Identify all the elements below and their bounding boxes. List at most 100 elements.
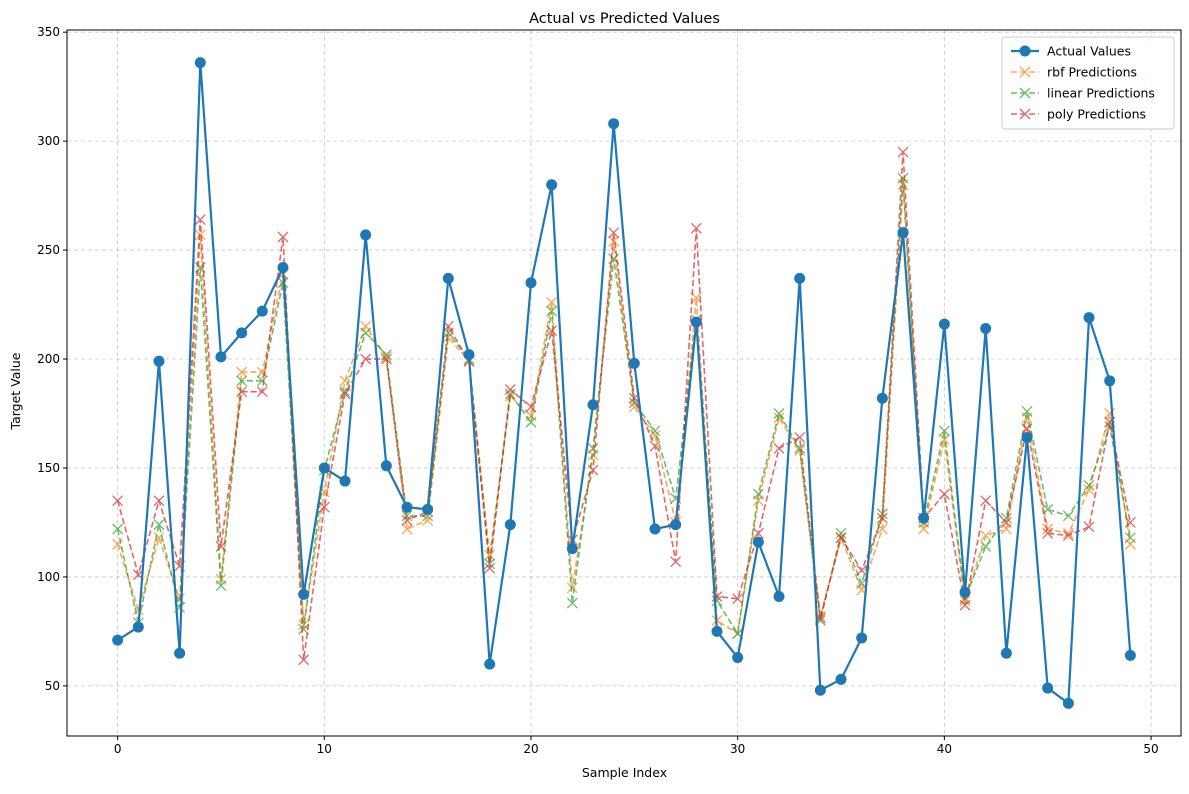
data-point [897, 227, 909, 239]
data-point [959, 586, 971, 598]
data-point [174, 647, 186, 659]
data-point [1104, 375, 1116, 387]
data-point [1000, 512, 1012, 524]
legend-label: poly Predictions [1047, 107, 1146, 122]
data-point [980, 323, 992, 335]
data-point [401, 501, 413, 513]
data-point [194, 214, 206, 226]
data-point [1021, 423, 1033, 435]
data-point [1124, 532, 1136, 544]
data-point [1083, 484, 1095, 496]
data-point [236, 366, 248, 378]
data-point [773, 408, 785, 419]
legend-swatch [1011, 87, 1039, 99]
legend-marker [1019, 66, 1031, 78]
data-point [752, 536, 764, 548]
data-point [1083, 312, 1095, 324]
data-point [112, 523, 124, 535]
data-point [1083, 479, 1095, 491]
legend-marker [1019, 45, 1031, 57]
data-point [484, 549, 496, 561]
data-point [835, 527, 847, 539]
data-point [153, 519, 165, 531]
data-point [690, 222, 702, 234]
y-tick-label: 100 [37, 570, 60, 584]
legend-swatch [1011, 108, 1039, 120]
data-point [277, 262, 289, 274]
data-point [256, 375, 268, 387]
data-point [525, 401, 537, 413]
data-point [339, 475, 351, 487]
data-point [1000, 516, 1012, 528]
data-point [835, 673, 847, 685]
data-point [112, 495, 124, 507]
legend-label: Actual Values [1047, 44, 1131, 59]
x-axis-label: Sample Index [582, 765, 667, 780]
data-point [339, 388, 351, 400]
legend: Actual Values rbf Predictions linear Predi… [1001, 36, 1175, 130]
data-point [814, 684, 826, 696]
data-point [256, 386, 268, 398]
legend-swatch [1011, 66, 1039, 78]
data-point [670, 519, 682, 531]
data-point [1062, 510, 1074, 522]
data-point [959, 599, 971, 611]
data-point [546, 179, 558, 191]
legend-marker [1019, 108, 1031, 120]
data-point [360, 327, 372, 339]
data-point [194, 229, 206, 241]
data-point [1062, 530, 1074, 541]
data-point [897, 146, 909, 158]
data-point [794, 272, 806, 284]
data-point [1021, 431, 1033, 443]
data-point [938, 488, 950, 500]
data-point [132, 621, 144, 633]
data-point [608, 118, 620, 130]
data-point [360, 353, 372, 365]
data-point [525, 277, 537, 289]
data-point [835, 532, 847, 544]
data-point [980, 495, 992, 507]
legend-label: linear Predictions [1047, 86, 1155, 101]
data-point [876, 392, 888, 404]
data-point [566, 597, 578, 609]
x-tick-label: 20 [523, 742, 538, 756]
data-point [318, 501, 330, 513]
data-point [628, 357, 640, 369]
axis-ticks: 0 10 20 30 40 50 50 100 150 200 250 300 350 [37, 25, 1159, 756]
data-point [484, 562, 496, 574]
y-tick-label: 350 [37, 25, 60, 39]
data-point [194, 57, 206, 69]
data-point [732, 593, 744, 605]
data-point [938, 318, 950, 330]
data-point [1042, 523, 1054, 535]
series-line [116, 184, 1132, 635]
data-point [1000, 647, 1012, 659]
data-point [546, 305, 558, 317]
data-point [504, 384, 516, 395]
data-point [608, 235, 620, 247]
grid [67, 30, 1181, 736]
x-tick-label: 40 [937, 742, 952, 756]
data-point [980, 530, 992, 541]
data-point [298, 588, 310, 600]
data-point [442, 272, 454, 284]
legend-item: linear Predictions [1011, 86, 1155, 101]
data-point [1062, 697, 1074, 709]
data-point [401, 514, 413, 526]
y-tick-label: 250 [37, 243, 60, 257]
data-point [298, 623, 310, 635]
data-point [752, 527, 764, 539]
data-point [773, 442, 785, 454]
data-point [1021, 405, 1033, 417]
data-point [422, 514, 434, 526]
legend-label: rbf Predictions [1047, 65, 1137, 80]
series-actual-values [112, 57, 1136, 709]
data-point [773, 412, 785, 424]
legend-item: Actual Values [1011, 44, 1131, 59]
y-axis-label: Target Value [8, 352, 23, 430]
data-point [711, 625, 723, 637]
data-point [298, 619, 310, 631]
